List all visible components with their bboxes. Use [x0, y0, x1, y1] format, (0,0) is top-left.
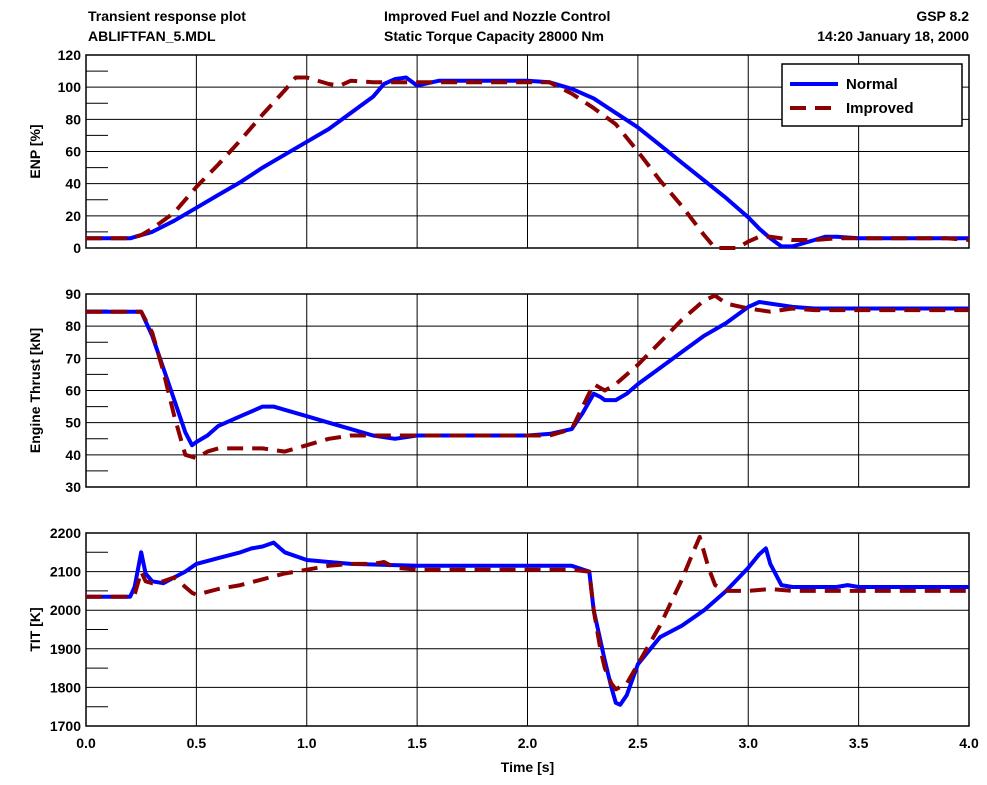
series-line-improved — [86, 293, 969, 461]
y-tick-label: 2100 — [50, 564, 81, 580]
header-title-center: Improved Fuel and Nozzle Control — [384, 8, 611, 24]
y-tick-label: 40 — [65, 176, 81, 192]
legend-box — [781, 63, 963, 127]
y-tick-label: 1800 — [50, 679, 81, 695]
y-tick-label: 0 — [73, 240, 81, 256]
plot-frame — [85, 293, 970, 488]
y-tick-label: 80 — [65, 111, 81, 127]
y-tick-label: 2000 — [50, 602, 81, 618]
y-tick-label: 1700 — [50, 718, 81, 734]
y-tick-label: 60 — [65, 383, 81, 399]
y-tick-label: 40 — [65, 447, 81, 463]
x-tick-label: 4.0 — [959, 735, 979, 751]
header-version: GSP 8.2 — [916, 8, 969, 24]
x-tick-label: 1.5 — [407, 735, 427, 751]
y-axis-label: Engine Thrust [kN] — [27, 328, 43, 453]
y-tick-label: 120 — [58, 47, 82, 63]
y-tick-label: 30 — [65, 479, 81, 495]
x-tick-label: 1.0 — [297, 735, 317, 751]
y-tick-label: 90 — [65, 286, 81, 302]
y-tick-label: 70 — [65, 350, 81, 366]
x-tick-label: 3.0 — [739, 735, 759, 751]
x-tick-label: 3.5 — [849, 735, 869, 751]
header-title-left: Transient response plot — [88, 8, 246, 24]
legend-label-normal: Normal — [846, 76, 898, 93]
x-tick-label: 0.5 — [187, 735, 207, 751]
x-axis-label: Time [s] — [501, 759, 554, 775]
y-tick-label: 80 — [65, 318, 81, 334]
x-tick-label: 0.0 — [76, 735, 96, 751]
y-tick-label: 100 — [58, 79, 82, 95]
legend-label-improved: Improved — [846, 100, 914, 117]
y-tick-label: 60 — [65, 144, 81, 160]
header-subtitle-center: Static Torque Capacity 28000 Nm — [384, 28, 604, 44]
header-model-name: ABLIFTFAN_5.MDL — [88, 28, 216, 44]
y-tick-label: 50 — [65, 415, 81, 431]
series-line-improved — [86, 75, 970, 250]
y-axis-label: ENP [%] — [27, 124, 43, 178]
y-axis-label: TIT [K] — [27, 607, 43, 651]
x-tick-label: 2.0 — [518, 735, 538, 751]
plot-frame — [85, 532, 970, 727]
x-tick-label: 2.5 — [628, 735, 648, 751]
series-line-improved — [86, 534, 969, 692]
header-timestamp: 14:20 January 18, 2000 — [817, 28, 969, 44]
y-tick-label: 2200 — [50, 525, 81, 541]
plot-frame — [85, 54, 970, 249]
y-tick-label: 20 — [65, 208, 81, 224]
y-tick-label: 1900 — [50, 641, 81, 657]
